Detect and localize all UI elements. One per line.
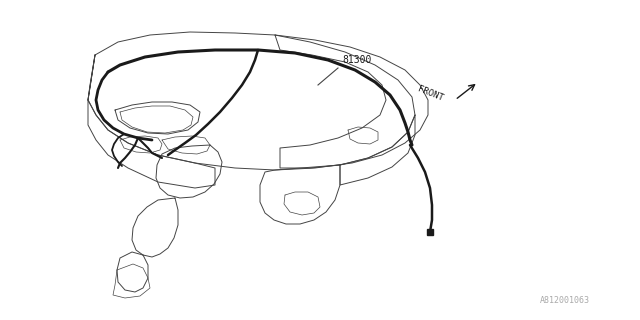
Text: FRONT: FRONT [417, 84, 445, 103]
Text: 81300: 81300 [342, 55, 371, 65]
Text: A812001063: A812001063 [540, 296, 590, 305]
